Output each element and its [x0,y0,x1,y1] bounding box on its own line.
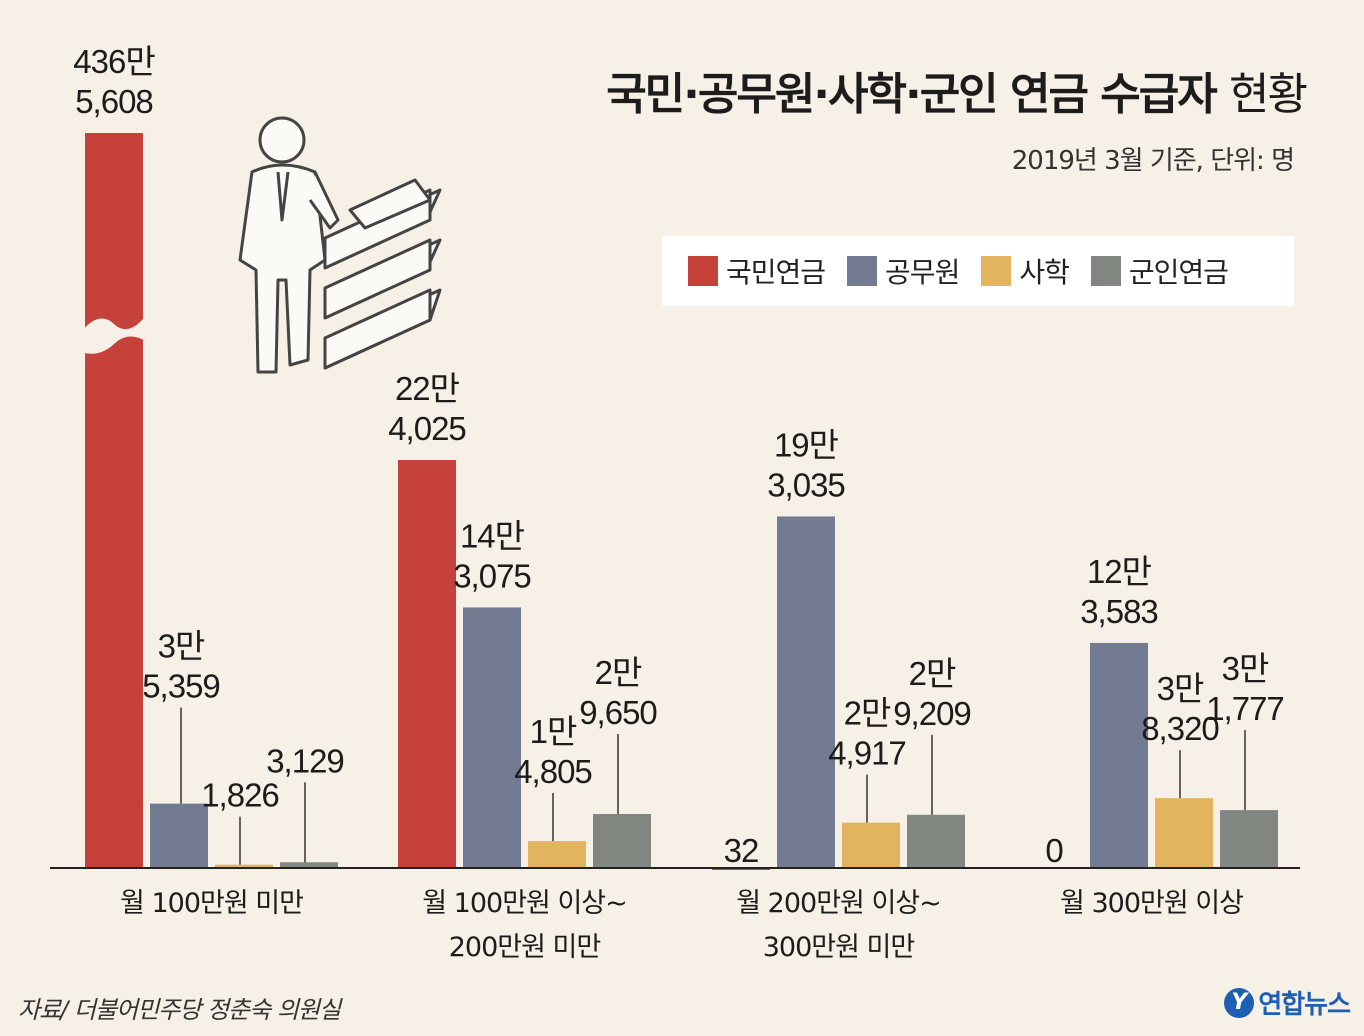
bars-layer [81,133,1278,870]
legend-label: 국민연금 [726,256,826,289]
category-label: 월 100만원 이상~ [422,888,627,919]
bar-national-2 [398,460,456,868]
value-label: 3,075 [453,557,531,594]
legend-swatch [847,256,878,286]
value-label: 0 [1045,832,1063,869]
legend-swatch [1090,256,1121,286]
category-label: 300만원 미만 [763,932,915,963]
category-label: 월 200만원 이상~ [736,888,941,919]
source-note: 자료/ 더불어민주당 정춘숙 의원실 [18,996,341,1024]
value-label: 22만 [395,370,460,407]
value-label: 4,917 [828,735,906,772]
yonhap-logo: Y 연합뉴스 [1224,984,1351,1021]
value-label: 9,650 [579,694,657,731]
bar-private-school-2 [528,841,586,868]
chart-title-light: 현황 [1229,69,1308,120]
value-label: 3만 [158,628,205,665]
man-with-money-illustration [238,116,442,374]
category-label: 월 100만원 미만 [120,888,303,919]
legend-item-national: 국민연금 [688,251,826,291]
chart-title: 국민·공무원·사학·군인 연금 수급자 현황 [606,58,1308,122]
bar-civil-servant-4 [1090,642,1148,868]
bar-private-school-4 [1155,798,1213,868]
legend-label: 군인연금 [1128,256,1229,289]
bar-military-2 [593,814,651,868]
bar-national-1 [85,133,143,868]
value-label: 3만 [1157,670,1204,707]
value-label: 3,583 [1080,593,1158,630]
axis-break-mark [81,314,147,354]
value-label: 3만 [1222,650,1269,687]
value-label: 19만 [774,426,839,463]
legend-item-private-school: 사학 [981,251,1070,291]
value-label: 1만 [530,713,577,750]
legend-item-military: 군인연금 [1090,251,1229,291]
bar-private-school-1 [215,864,273,868]
value-label: 3,035 [767,466,845,503]
chart-subtitle: 2019년 3월 기준, 단위: 명 [1011,146,1295,176]
bar-civil-servant-3 [777,516,835,868]
bar-military-4 [1220,810,1278,868]
value-label: 5,608 [75,83,153,120]
legend-label: 공무원 [885,256,960,289]
bar-civil-servant-2 [463,607,521,868]
value-label: 8,320 [1141,710,1219,747]
value-label: 2만 [595,654,642,691]
logo-text: 연합뉴스 [1258,990,1351,1020]
legend-swatch [981,256,1012,286]
chart-title-bold: 국민·공무원·사학·군인 연금 수급자 [606,69,1218,120]
value-label: 4,805 [514,753,592,790]
value-label: 5,359 [142,668,220,705]
legend-label: 사학 [1019,256,1070,289]
value-label: 14만 [460,517,525,554]
value-label: 2만 [844,695,891,732]
value-label: 12만 [1087,553,1152,590]
legend: 국민연금 공무원 사학 군인연금 [662,236,1294,306]
value-label: 1,777 [1206,690,1284,727]
value-label: 9,209 [893,695,971,732]
legend-item-civil-servant: 공무원 [847,251,960,291]
bar-civil-servant-1 [150,803,208,868]
value-label: 2만 [909,655,956,692]
value-label: 436만 [73,43,155,80]
bar-military-1 [280,862,338,868]
value-label: 32 [724,832,759,869]
bar-military-3 [907,814,965,868]
value-label: 4,025 [388,410,466,447]
category-label: 200만원 미만 [449,932,601,963]
value-label: 3,129 [266,742,344,779]
bar-private-school-3 [842,822,900,868]
legend-swatch [688,256,718,286]
value-label: 1,826 [201,777,279,814]
logo-mark-icon: Y [1224,987,1255,1018]
category-label: 월 300만원 이상 [1060,888,1243,919]
